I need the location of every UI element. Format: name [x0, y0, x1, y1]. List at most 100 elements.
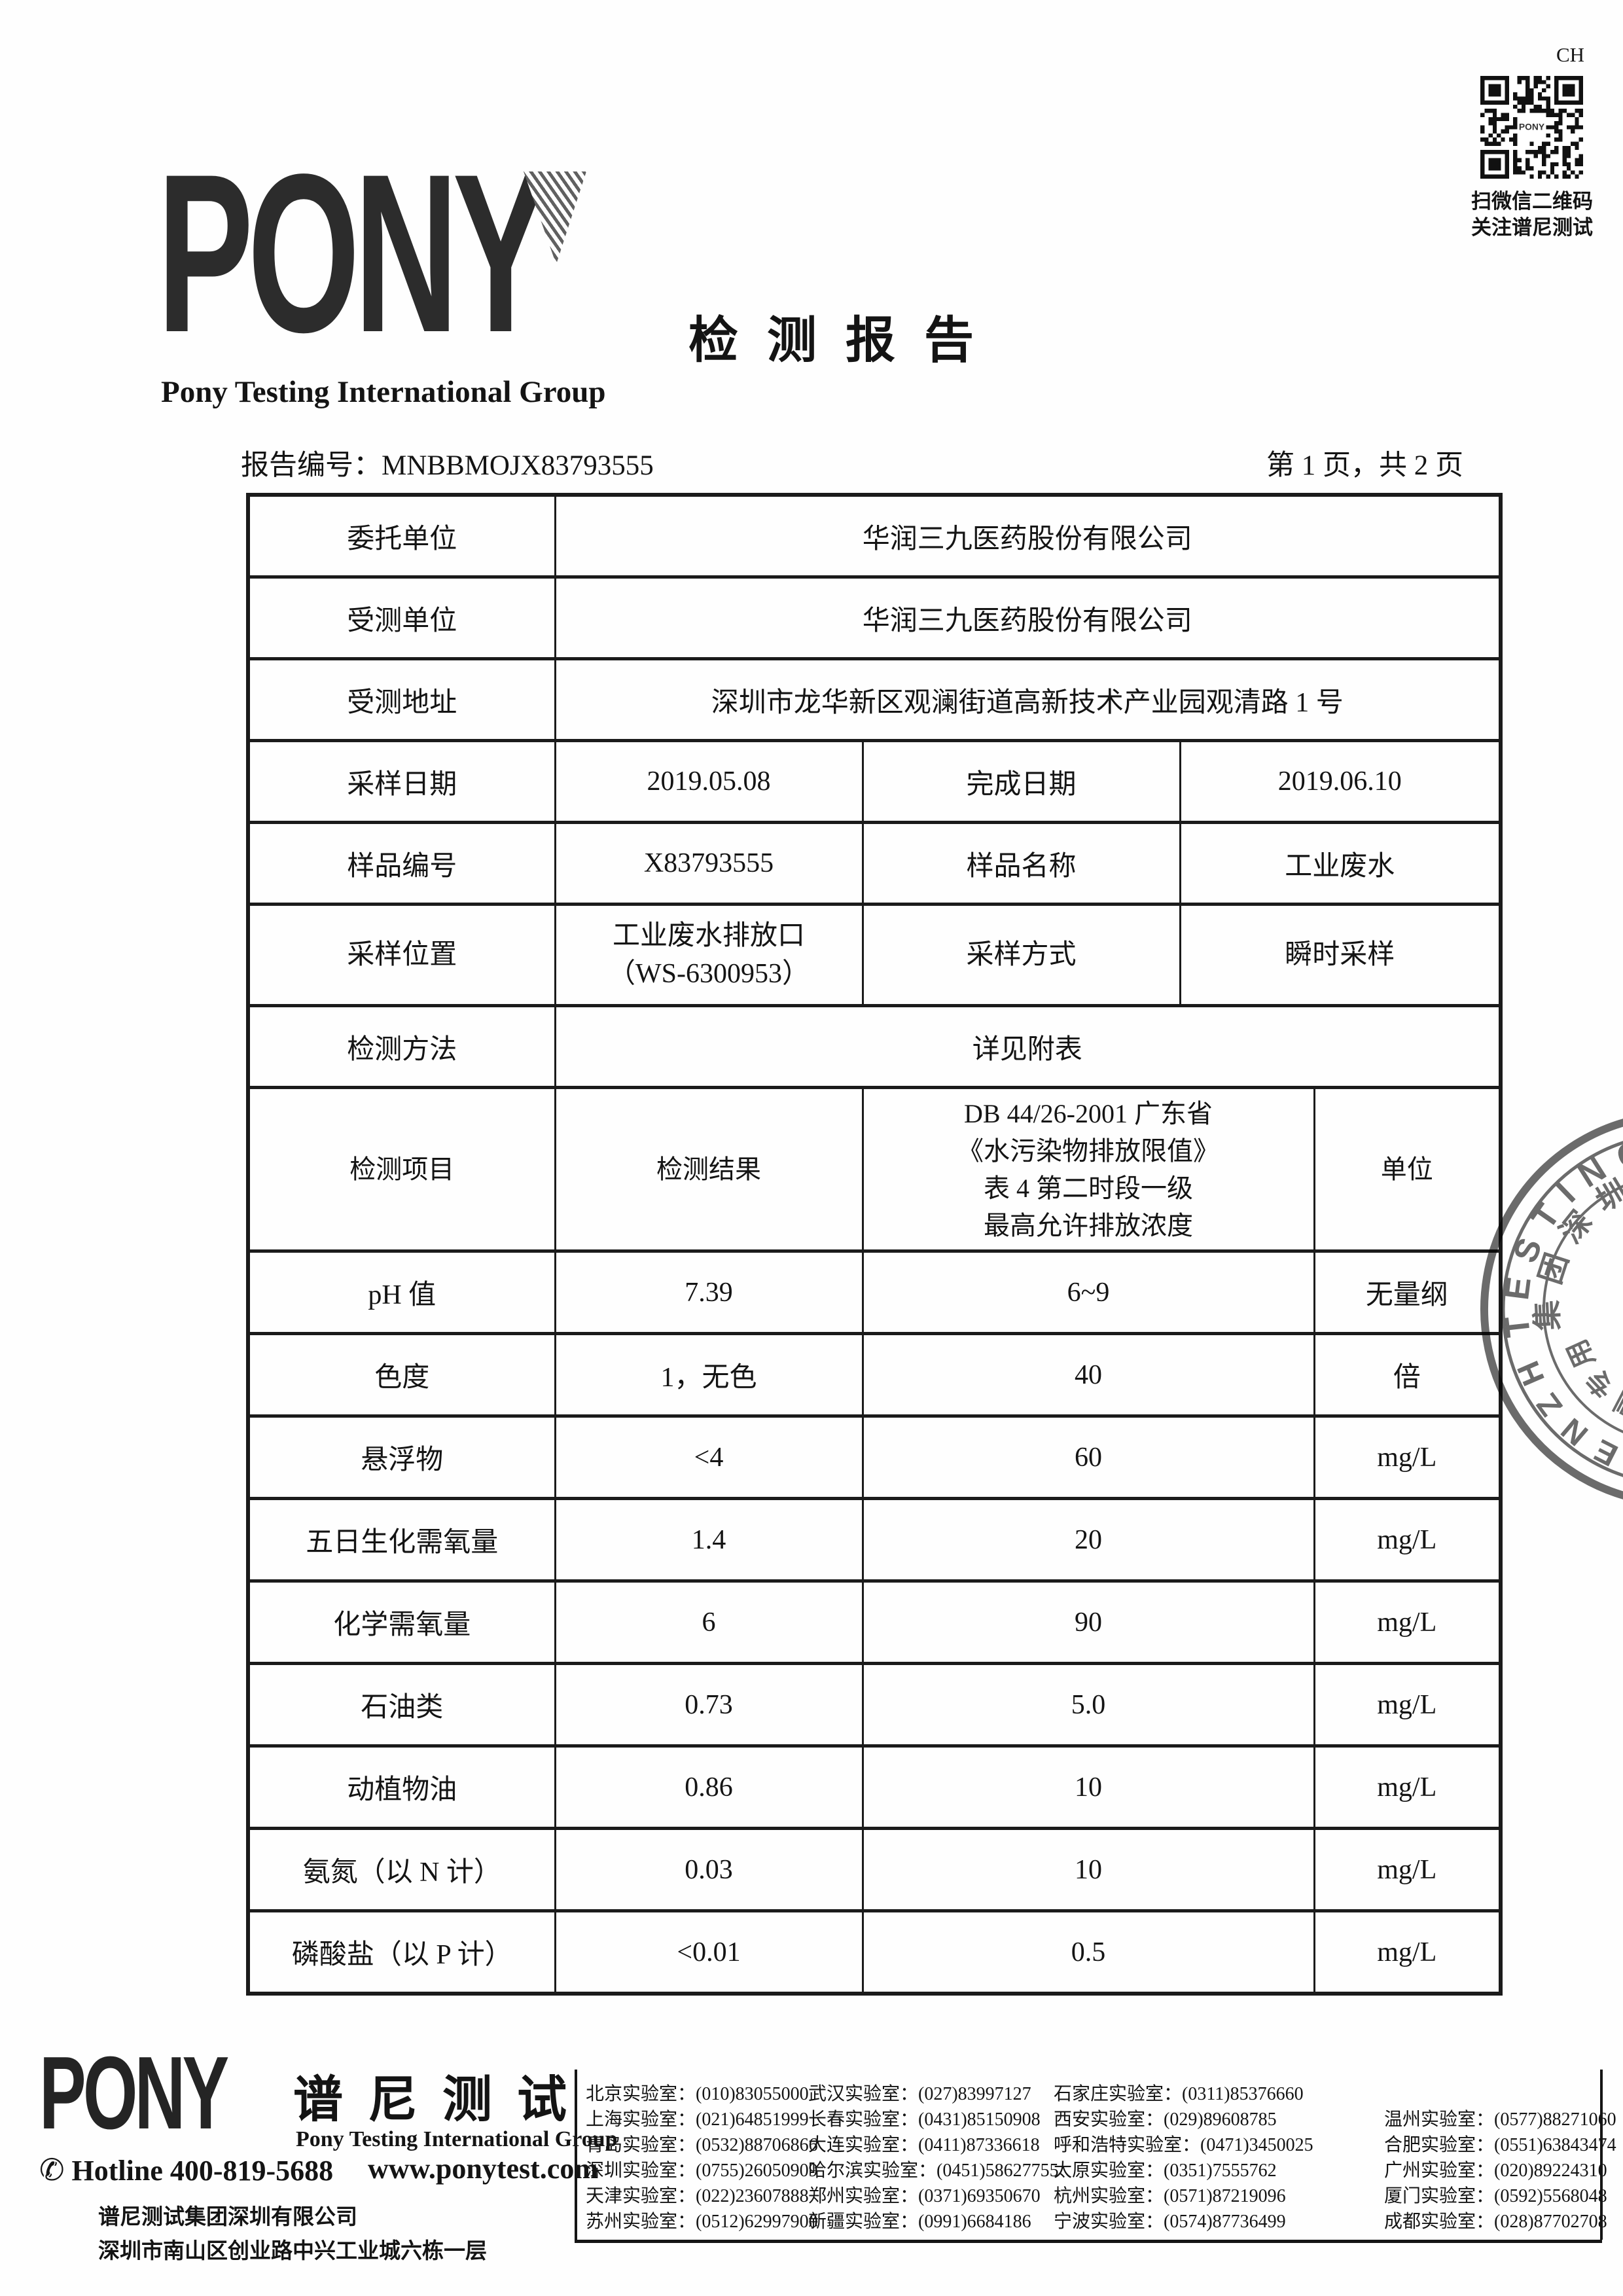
footer-horizontal-rule — [575, 2240, 1602, 2243]
info-label: 受测地址 — [247, 657, 556, 742]
lab-entry: 石家庄实验室：(0311)85376660 — [1054, 2084, 1304, 2104]
info-value: 2019.06.10 — [1179, 739, 1502, 824]
results-header-cell: 检测结果 — [554, 1086, 864, 1253]
lab-entry: 长春实验室：(0431)85150908 — [808, 2109, 1041, 2130]
lab-entry: 青岛实验室：(0532)88706866 — [586, 2135, 818, 2155]
result-cell: 10 — [861, 1827, 1315, 1912]
lab-entry: 天津实验室：(022)23607888 — [586, 2186, 809, 2206]
qr-caption-line1: 扫微信二维码 — [1471, 190, 1593, 213]
lab-column: 北京实验室：(010)83055000 上海实验室：(021)64851999 青岛… — [586, 2081, 818, 2234]
report-table: 委托单位 华润三九医药股份有限公司 受测单位 华润三九医药股份有限公司 受测地址 深圳市龙… — [246, 493, 1503, 1996]
result-cell: mg/L — [1313, 1744, 1502, 1830]
result-cell: 20 — [861, 1497, 1315, 1583]
result-cell: <0.01 — [554, 1909, 864, 1996]
result-cell: 6~9 — [861, 1249, 1315, 1335]
result-cell: 90 — [861, 1579, 1315, 1665]
result-parameter: 悬浮物 — [247, 1414, 556, 1500]
info-value: 瞬时采样 — [1179, 903, 1502, 1007]
footer-address-line1: 谱尼测试集团深圳有限公司 — [98, 2206, 357, 2229]
footer-address-line2: 深圳市南山区创业路中兴工业城六栋一层 — [98, 2240, 487, 2263]
lab-entry: 厦门实验室：(0592)5568048 — [1384, 2186, 1607, 2206]
result-cell: mg/L — [1313, 1497, 1502, 1583]
report-number-label: 报告编号： — [241, 450, 382, 481]
seal-outer-ring — [1480, 1111, 1623, 1507]
result-cell: 5.0 — [861, 1662, 1315, 1748]
result-cell: 0.86 — [554, 1744, 864, 1830]
lab-entry: 深圳实验室：(0755)26050909 — [586, 2161, 818, 2181]
result-cell: mg/L — [1313, 1909, 1502, 1996]
info-label: 采样位置 — [247, 903, 556, 1007]
info-row: 检测方法 详见附表 — [247, 1004, 1502, 1089]
result-parameter: 化学需氧量 — [247, 1579, 556, 1665]
result-cell: <4 — [554, 1414, 864, 1500]
company-seal-stamp: PONY TESTING SHENZHEN 谱尼测试集团深圳有限公司 检验检测专… — [1469, 1100, 1623, 1518]
info-row: 受测单位 华润三九医药股份有限公司 — [247, 575, 1502, 660]
lab-entry: 大连实验室：(0411)87336618 — [808, 2135, 1040, 2155]
result-cell: mg/L — [1313, 1662, 1502, 1748]
qr-caption: 扫微信二维码 关注谱尼测试 — [1471, 188, 1593, 241]
seal-inner-ring — [1501, 1132, 1623, 1486]
result-cell: 40 — [861, 1332, 1315, 1418]
lab-column: 武汉实验室：(027)83997127 长春实验室：(0431)85150908 大… — [808, 2081, 1059, 2234]
lab-column: 石家庄实验室：(0311)85376660 西安实验室：(029)89608785… — [1054, 2081, 1313, 2234]
lab-entry: 合肥实验室：(0551)63843474 — [1384, 2135, 1616, 2155]
info-row: 受测地址 深圳市龙华新区观澜街道高新技术产业园观清路 1 号 — [247, 657, 1502, 742]
result-cell: 1.4 — [554, 1497, 864, 1583]
pony-logo-subtitle: Pony Testing International Group — [161, 375, 606, 409]
lab-entry: 杭州实验室：(0571)87219096 — [1054, 2186, 1286, 2206]
language-tag: CH — [1556, 43, 1585, 66]
footer-logo-subtitle: Pony Testing International Group — [296, 2127, 618, 2151]
result-parameter: 动植物油 — [247, 1744, 556, 1830]
lab-entry: 太原实验室：(0351)7555762 — [1054, 2161, 1277, 2181]
result-cell: 0.03 — [554, 1827, 864, 1912]
result-cell: 0.5 — [861, 1909, 1315, 1996]
lab-entry: 温州实验室：(0577)88271060 — [1384, 2109, 1616, 2130]
result-row: 磷酸盐（以 P 计） <0.01 0.5 mg/L — [247, 1909, 1502, 1996]
footer-address: 谱尼测试集团深圳有限公司 深圳市南山区创业路中兴工业城六栋一层 — [98, 2200, 487, 2269]
seal-divider-ring — [1543, 1173, 1623, 1445]
result-cell: 0.73 — [554, 1662, 864, 1748]
result-parameter: pH 值 — [247, 1249, 556, 1335]
info-label: 检测方法 — [247, 1004, 556, 1089]
lab-entry: 北京实验室：(010)83055000 — [586, 2084, 809, 2104]
footer-hotline: ✆ Hotline 400-819-5688 — [39, 2152, 333, 2187]
result-row: 色度 1，无色 40 倍 — [247, 1332, 1502, 1418]
result-cell: 1，无色 — [554, 1332, 864, 1418]
wechat-qr-code-icon: PONY — [1480, 76, 1583, 179]
result-cell: 60 — [861, 1414, 1315, 1500]
info-row: 委托单位 华润三九医药股份有限公司 — [247, 493, 1502, 579]
info-value: 详见附表 — [554, 1004, 1502, 1089]
result-parameter: 色度 — [247, 1332, 556, 1418]
footer-logo-chinese: 谱尼测试 — [293, 2073, 592, 2128]
result-parameter: 氨氮（以 N 计） — [247, 1827, 556, 1912]
result-parameter: 磷酸盐（以 P 计） — [247, 1909, 556, 1996]
lab-column: 温州实验室：(0577)88271060 合肥实验室：(0551)63843474… — [1384, 2107, 1616, 2234]
result-cell: 6 — [554, 1579, 864, 1665]
info-value: 华润三九医药股份有限公司 — [554, 575, 1502, 660]
result-parameter: 石油类 — [247, 1662, 556, 1748]
results-header-cell: 单位 — [1313, 1086, 1502, 1253]
lab-entry: 广州实验室：(020)89224310 — [1384, 2161, 1607, 2181]
info-label: 采样方式 — [861, 903, 1181, 1007]
result-row: 化学需氧量 6 90 mg/L — [247, 1579, 1502, 1665]
info-value: 深圳市龙华新区观澜街道高新技术产业园观清路 1 号 — [554, 657, 1502, 742]
result-row: 石油类 0.73 5.0 mg/L — [247, 1662, 1502, 1748]
info-row: 采样位置 工业废水排放口 （WS-6300953） 采样方式 瞬时采样 — [247, 903, 1502, 1007]
lab-entry: 上海实验室：(021)64851999 — [586, 2109, 809, 2130]
results-header-cell: DB 44/26-2001 广东省 《水污染物排放限值》 表 4 第二时段一级 … — [861, 1086, 1315, 1253]
lab-entry: 呼和浩特实验室：(0471)3450025 — [1054, 2135, 1313, 2155]
result-cell: 10 — [861, 1744, 1315, 1830]
page-title: 检测报告 — [688, 314, 1003, 368]
lab-entry: 哈尔滨实验室：(0451)58627755 — [808, 2161, 1059, 2181]
info-value: 2019.05.08 — [554, 739, 864, 824]
info-value: 工业废水排放口 （WS-6300953） — [554, 903, 864, 1007]
qr-center-logo-text: PONY — [1519, 121, 1544, 132]
info-label: 完成日期 — [861, 739, 1181, 824]
lab-entry: 成都实验室：(028)87702708 — [1384, 2212, 1607, 2232]
footer-website: www.ponytest.com — [368, 2153, 598, 2185]
info-row: 样品编号 X83793555 样品名称 工业废水 — [247, 821, 1502, 906]
footer-hotline-text: Hotline 400-819-5688 — [71, 2155, 334, 2187]
seal-star-icon — [1616, 1250, 1623, 1371]
result-row: 五日生化需氧量 1.4 20 mg/L — [247, 1497, 1502, 1583]
info-row: 采样日期 2019.05.08 完成日期 2019.06.10 — [247, 739, 1502, 824]
